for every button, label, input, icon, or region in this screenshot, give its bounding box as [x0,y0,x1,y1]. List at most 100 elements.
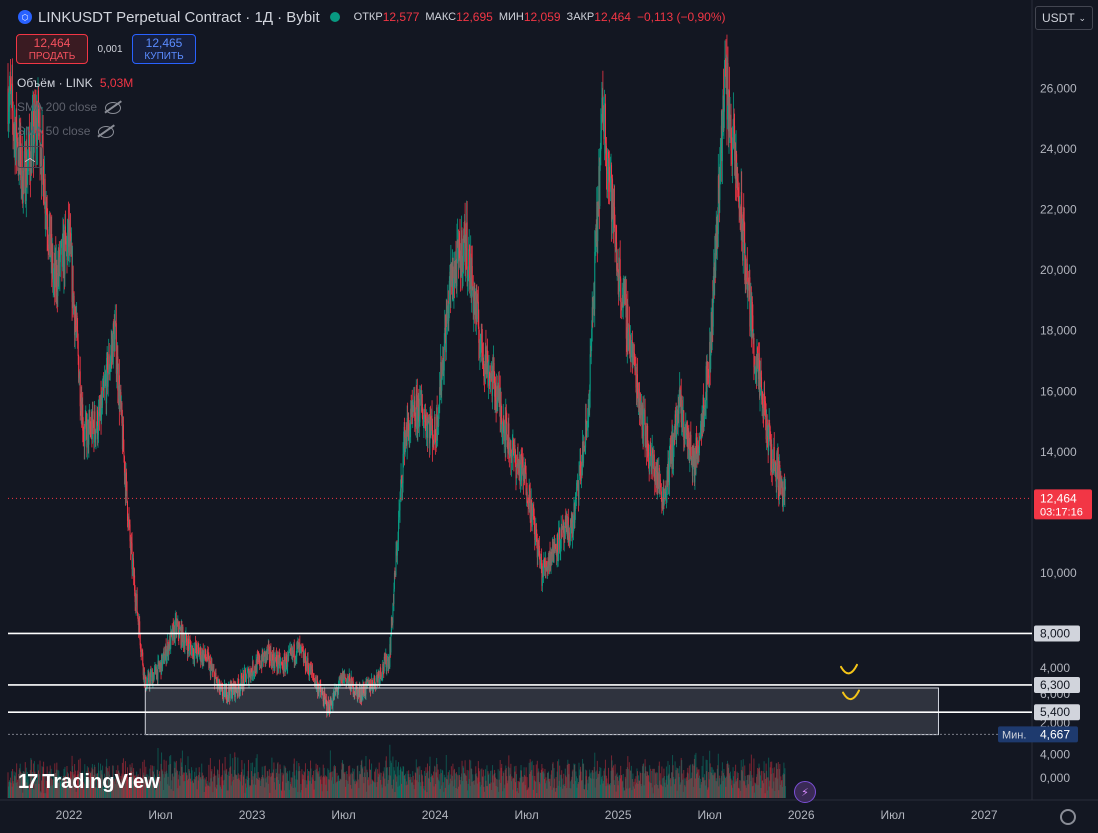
sma50-legend[interactable]: SMA 50 close [17,124,115,138]
volume-bar [188,769,190,798]
candle-body [762,391,764,405]
lightning-icon[interactable]: ⚡ [794,781,816,803]
candle-body [289,648,291,650]
volume-bar [665,766,667,798]
candle-body [662,488,664,508]
volume-bar [32,788,34,798]
candle-body [260,661,262,668]
candle-body [355,686,357,688]
candle-body [35,115,37,142]
candle-body [714,252,716,280]
volume-bar [651,770,653,798]
hidden-eye-icon[interactable] [98,125,115,138]
volume-bar [647,775,649,798]
volume-bar [172,773,174,798]
candle-body [155,674,157,680]
candle-body [295,656,297,659]
volume-bar [678,777,680,798]
volume-bar [398,775,400,798]
candle-body [328,704,330,713]
currency-select[interactable]: USDT ⌄ [1035,6,1093,30]
candle-body [114,322,116,325]
candle-body [603,123,605,140]
candle-body [594,251,596,310]
volume-bar [424,790,426,798]
candle-body [416,394,418,396]
volume-bar [44,775,46,798]
volume-bar [475,773,477,798]
candle-body [390,617,392,636]
candle-body [593,295,595,310]
hidden-eye-icon[interactable] [105,101,122,114]
candle-body [682,410,684,412]
volume-bar [758,763,760,798]
candle-body [19,131,21,158]
candle-body [708,375,710,384]
volume-bar [692,763,694,798]
candle-body [609,181,611,185]
volume-bar [756,774,758,798]
volume-bar [52,773,54,798]
candle-body [506,434,508,448]
volume-bar [653,768,655,798]
volume-bar [341,769,343,798]
volume-bar [159,771,161,798]
volume-bar [511,776,513,798]
volume-bar [684,785,686,798]
candle-body [585,419,587,448]
volume-bar [633,788,635,798]
volume-bar [704,780,706,798]
candle-body [391,620,393,623]
sell-button[interactable]: 12,464 ПРОДАТЬ [16,34,88,64]
volume-bar [42,773,44,798]
y-tick-label: 10,000 [1040,566,1077,580]
volume-bar [425,767,427,798]
candle-body [718,187,720,201]
volume-bar [657,788,659,798]
candle-body [13,127,15,134]
candle-body [278,654,280,666]
collapse-legend-button[interactable]: ︿ [17,146,43,168]
candle-body [321,692,323,693]
volume-bar [718,775,720,798]
buy-button[interactable]: 12,465 КУПИТЬ [132,34,196,64]
volume-bar [579,769,581,798]
volume-bar [298,766,300,798]
volume-bar [384,786,386,798]
volume-legend[interactable]: Объём · LINK 5,03M [17,76,133,90]
symbol-title[interactable]: LINKUSDT Perpetual Contract · 1Д · Bybit [38,8,320,26]
candle-body [392,603,394,605]
candle-body [240,675,242,686]
settings-gear-icon[interactable] [1060,809,1076,825]
volume-bar [88,777,90,798]
candle-body [548,558,550,564]
candle-body [324,692,326,697]
candle-body [199,648,201,654]
candle-body [323,701,325,706]
volume-bar [760,775,762,798]
volume-bar [72,766,74,798]
candle-body [389,644,391,653]
sell-label: ПРОДАТЬ [28,51,76,62]
volume-bar [78,774,80,798]
candle-body [679,387,681,398]
volume-bar [443,791,445,798]
volume-bar [50,768,52,798]
volume-bar [502,791,504,798]
candle-body [371,679,373,684]
tradingview-logo[interactable]: 17 TradingView [18,771,160,794]
volume-bar [574,780,576,798]
candle-body [53,263,55,277]
volume-bar [130,771,132,798]
candle-body [769,423,771,427]
volume-bar [178,774,180,798]
candle-body [155,666,157,675]
volume-bar [605,786,607,798]
sma200-legend[interactable]: SMA 200 close [17,100,122,114]
volume-bar [188,778,190,798]
candle-body [531,500,533,527]
volume-bar [220,776,222,798]
volume-bar [585,776,587,798]
candle-body [676,417,678,438]
